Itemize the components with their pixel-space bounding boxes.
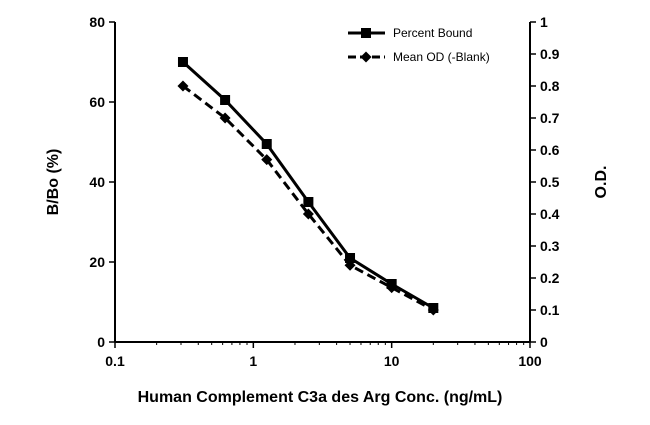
y-axis-title-left: B/Bo (%) bbox=[45, 149, 62, 216]
y-left-tick-label: 40 bbox=[89, 174, 105, 190]
axes-layer: 0.1 1 10 10002040608000.10.20.30.40.50.60.7… bbox=[89, 14, 559, 369]
mean-od-point bbox=[427, 304, 439, 316]
series-layer bbox=[177, 57, 439, 316]
y-left-tick-label: 0 bbox=[97, 334, 105, 350]
legend-label-mean-od: Mean OD (-Blank) bbox=[393, 50, 490, 64]
y-left-tick-label: 80 bbox=[89, 14, 105, 30]
percent-bound-point bbox=[220, 95, 231, 105]
legend-marker-percent-bound bbox=[361, 28, 371, 38]
x-axis-title: Human Complement C3a des Arg Conc. (ng/m… bbox=[138, 389, 503, 406]
mean-od-point bbox=[302, 208, 314, 220]
y-right-tick-label: 0 bbox=[540, 334, 548, 350]
mean-od-point bbox=[261, 154, 273, 166]
percent-bound-point bbox=[303, 197, 314, 207]
y-right-tick-label: 1 bbox=[540, 14, 548, 30]
y-right-tick-label: 0.2 bbox=[540, 270, 560, 286]
mean-od-point bbox=[344, 259, 356, 271]
y-right-tick-label: 0.9 bbox=[540, 46, 560, 62]
x-tick-label: 100 bbox=[518, 353, 542, 369]
y-right-tick-label: 0.4 bbox=[540, 206, 560, 222]
percent-bound-point bbox=[177, 57, 188, 67]
percent-bound-point bbox=[261, 139, 272, 149]
y-right-tick-label: 0.6 bbox=[540, 142, 560, 158]
mean-od-point bbox=[219, 112, 231, 124]
y-axis-title-right: O.D. bbox=[593, 166, 610, 199]
legend-marker-mean-od bbox=[360, 51, 372, 63]
y-left-tick-label: 20 bbox=[89, 254, 105, 270]
percent-bound-point bbox=[345, 253, 356, 263]
x-tick-label: 10 bbox=[384, 353, 400, 369]
y-right-tick-label: 0.8 bbox=[540, 78, 560, 94]
mean-od-point bbox=[177, 80, 189, 92]
x-tick-label: 1 bbox=[249, 353, 257, 369]
mean-od-point bbox=[386, 282, 398, 294]
legend: Percent Bound Mean OD (-Blank) bbox=[348, 26, 490, 64]
y-right-tick-label: 0.5 bbox=[540, 174, 560, 190]
y-left-tick-label: 60 bbox=[89, 94, 105, 110]
x-tick-label: 0.1 bbox=[105, 353, 125, 369]
y-right-tick-label: 0.7 bbox=[540, 110, 560, 126]
legend-label-percent-bound: Percent Bound bbox=[393, 26, 472, 40]
y-right-tick-label: 0.1 bbox=[540, 302, 560, 318]
y-right-tick-label: 0.3 bbox=[540, 238, 560, 254]
